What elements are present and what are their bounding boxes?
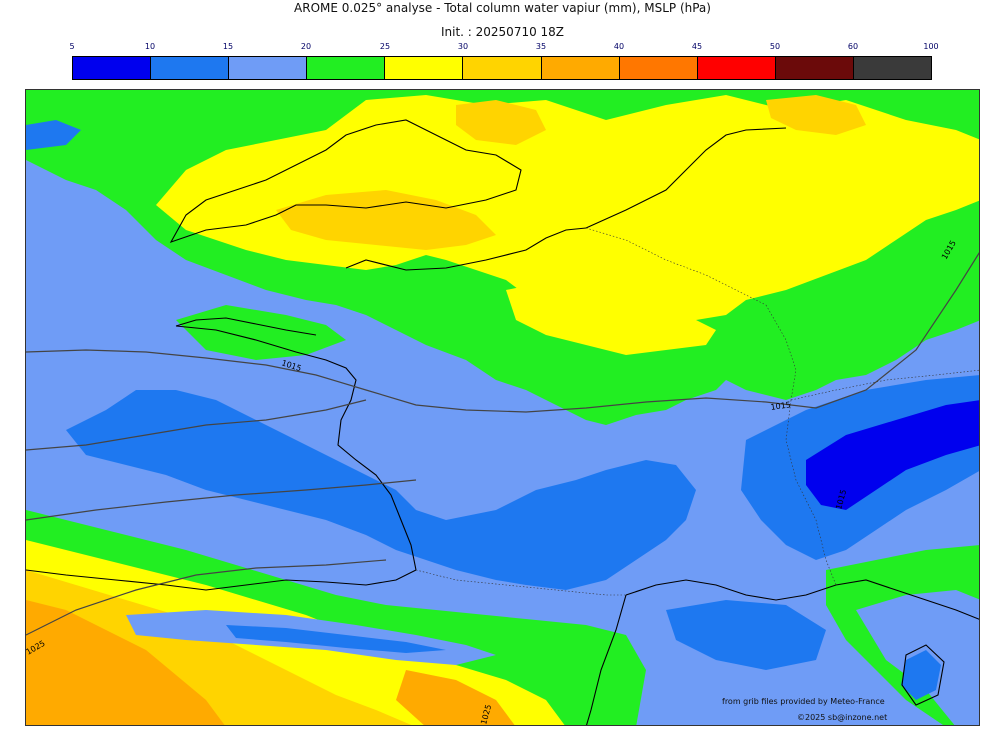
coast-france-north	[175, 325, 417, 571]
wv-5-10-alps-core	[806, 400, 979, 510]
coast-corsica	[901, 644, 945, 706]
copyright-credit: ©2025 sb@inzone.net	[797, 713, 888, 722]
colorbar-tick: 15	[222, 42, 234, 51]
border-fr-be	[585, 227, 767, 306]
border-de-at	[790, 369, 979, 401]
border-fr-es	[415, 569, 626, 596]
map-title: AROME 0.025° analyse - Total column wate…	[294, 1, 711, 15]
map-panel: 1015 1015 1015 1015 1025 1025	[25, 89, 980, 726]
borders	[415, 227, 979, 596]
colorbar-swatch	[541, 57, 620, 79]
init-time: Init. : 20250710 18Z	[440, 25, 565, 39]
colorbar-tick: 5	[69, 42, 75, 51]
isobar-1015-south	[26, 479, 417, 521]
coast-low-countries	[585, 127, 787, 229]
colorbar-swatch	[73, 57, 152, 79]
water-vapour-map: 1015 1015 1015 1015 1025 1025	[26, 90, 979, 725]
border-fr-de	[765, 304, 797, 401]
colorbar-tick: 10	[144, 42, 156, 51]
colorbar-tick: 40	[613, 42, 625, 51]
coast-med-france	[625, 579, 837, 601]
wv-25-30-central	[506, 280, 716, 355]
colorbar-swatch	[697, 57, 776, 79]
isobar-1025-spain	[26, 559, 387, 636]
colorbar-swatch	[385, 57, 464, 79]
border-fr-ch-it	[785, 399, 837, 586]
colorbar-swatch	[853, 57, 932, 79]
wv-25-30-north	[156, 95, 979, 340]
colorbar-tick: 60	[847, 42, 859, 51]
wv-10-15-pyrenees-core	[226, 625, 446, 653]
colorbar-tick: 50	[769, 42, 781, 51]
colorbar-swatch	[775, 57, 854, 79]
coast-spain-east	[586, 594, 627, 725]
colorbar-swatch	[229, 57, 308, 79]
colorbar-tick: 30	[457, 42, 469, 51]
coast-channel	[345, 227, 587, 271]
coast-italy	[835, 579, 979, 620]
colorbar	[72, 56, 932, 80]
colorbar-swatch	[307, 57, 386, 79]
coast-uk	[169, 119, 522, 243]
wv-10-15-atlantic-west	[26, 120, 81, 150]
coast-spain-north	[26, 569, 417, 591]
colorbar-swatch	[151, 57, 230, 79]
colorbar-tick: 20	[300, 42, 312, 51]
colorbar-tick: 35	[535, 42, 547, 51]
wv-10-15-biscay	[66, 390, 696, 590]
colorbar-tick: 25	[379, 42, 391, 51]
colorbar-swatch	[619, 57, 698, 79]
wv-10-15-med	[666, 600, 826, 670]
isobar-label: 1015	[770, 400, 791, 412]
colorbar-tick: 45	[691, 42, 703, 51]
isobar-1015-north	[26, 252, 979, 413]
data-source-credit: from grib files provided by Meteo-France	[722, 697, 885, 706]
isobar-1015-biscay	[26, 399, 367, 451]
coastlines	[26, 119, 979, 725]
wv-35-40-spain	[26, 600, 225, 725]
colorbar-tick: 100	[923, 42, 939, 51]
wv-30-35-north-sea	[456, 100, 546, 145]
isobars	[26, 252, 979, 636]
coast-brittany	[175, 317, 317, 336]
colorbar-swatch	[463, 57, 542, 79]
wv-35-40-ebro	[396, 670, 515, 725]
wv-10-15-corsica	[901, 650, 941, 700]
wv-30-35-germany	[766, 95, 866, 135]
